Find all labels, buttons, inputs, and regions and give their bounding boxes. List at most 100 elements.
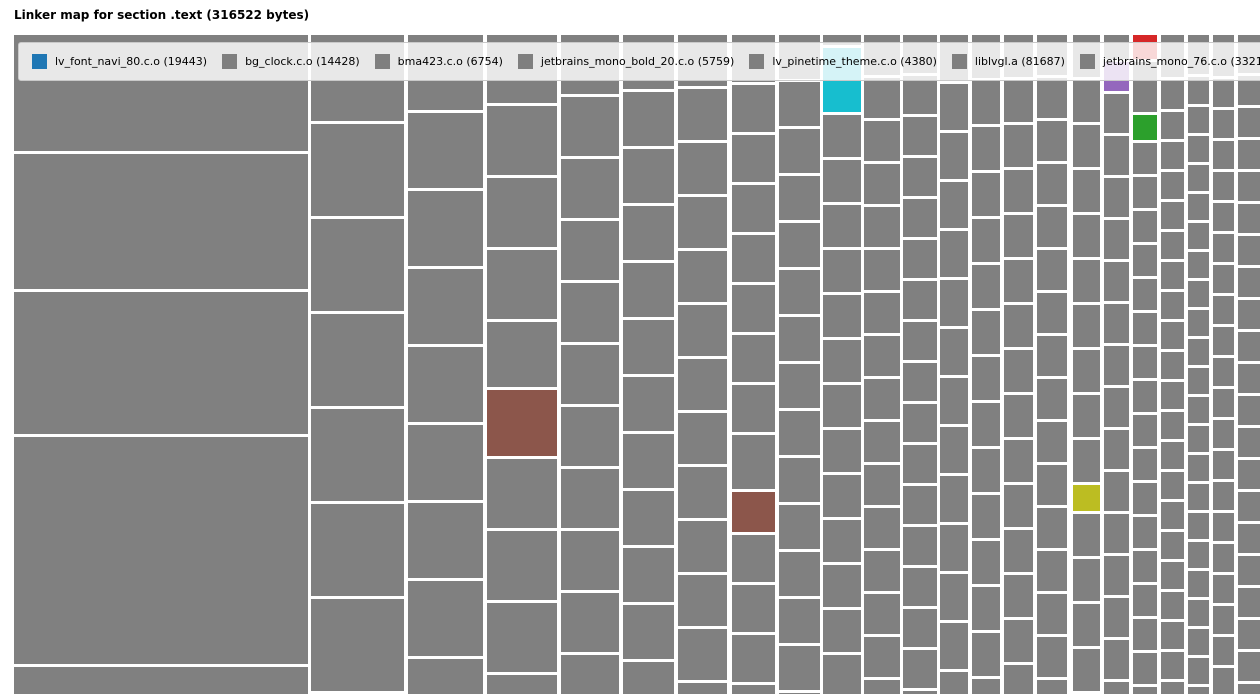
treemap-cell bbox=[779, 551, 820, 596]
treemap-cell bbox=[1037, 593, 1067, 634]
treemap-cell bbox=[311, 408, 404, 501]
treemap-cell bbox=[823, 384, 861, 427]
treemap-cell bbox=[1133, 380, 1157, 412]
treemap-cell bbox=[1238, 395, 1260, 425]
treemap-cell bbox=[1161, 291, 1184, 319]
treemap-cell bbox=[623, 490, 674, 545]
treemap-cell bbox=[864, 550, 900, 591]
treemap-cell bbox=[1161, 411, 1184, 439]
treemap-cell bbox=[903, 567, 937, 606]
treemap-cell bbox=[487, 249, 557, 319]
treemap-cell bbox=[1037, 378, 1067, 419]
treemap-cell bbox=[678, 358, 727, 410]
treemap-cell bbox=[903, 239, 937, 278]
treemap-cell bbox=[678, 574, 727, 626]
treemap-cell bbox=[1188, 570, 1209, 597]
treemap-cell bbox=[823, 114, 861, 157]
treemap-cell bbox=[972, 310, 1000, 354]
treemap-cell bbox=[864, 636, 900, 677]
treemap-cell bbox=[972, 172, 1000, 216]
treemap-cell bbox=[623, 604, 674, 659]
treemap-cell bbox=[1037, 636, 1067, 677]
treemap-cell bbox=[1238, 491, 1260, 521]
treemap-cell bbox=[940, 83, 968, 130]
treemap-cell bbox=[678, 412, 727, 464]
treemap-cell bbox=[1133, 346, 1157, 378]
treemap-cell bbox=[1037, 120, 1067, 161]
treemap-cell bbox=[1161, 681, 1184, 694]
treemap-cell bbox=[1104, 219, 1129, 259]
treemap-cell bbox=[1188, 367, 1209, 394]
legend-entry: bma423.c.o (6754) bbox=[374, 54, 503, 69]
treemap-cell bbox=[561, 220, 619, 280]
figure-title: Linker map for section .text (316522 byt… bbox=[14, 8, 310, 22]
legend-swatch-icon bbox=[222, 54, 238, 69]
treemap-cell bbox=[1104, 555, 1129, 595]
treemap-cell bbox=[1213, 326, 1234, 355]
treemap-cell bbox=[408, 346, 483, 422]
treemap-cell bbox=[1213, 295, 1234, 324]
treemap-cell bbox=[311, 218, 404, 311]
treemap-cell bbox=[1213, 78, 1234, 107]
treemap-cell bbox=[1188, 76, 1209, 104]
treemap-cell bbox=[779, 269, 820, 314]
treemap-cell bbox=[732, 534, 775, 582]
treemap-cell bbox=[1161, 531, 1184, 559]
treemap-cell bbox=[1238, 139, 1260, 169]
treemap-cell bbox=[1037, 464, 1067, 505]
treemap-cell bbox=[1238, 171, 1260, 201]
treemap-cell bbox=[864, 163, 900, 204]
treemap-cell bbox=[311, 503, 404, 596]
treemap-cell bbox=[1188, 135, 1209, 162]
treemap-cell-highlight bbox=[487, 389, 557, 456]
treemap-cell bbox=[561, 344, 619, 404]
treemap-cell bbox=[1073, 124, 1100, 167]
treemap-cell bbox=[1213, 543, 1234, 572]
treemap-cell bbox=[1161, 231, 1184, 259]
treemap-cell bbox=[623, 319, 674, 374]
treemap-cell bbox=[1133, 142, 1157, 174]
treemap-cell bbox=[823, 519, 861, 562]
treemap-cell bbox=[732, 584, 775, 632]
treemap-cell bbox=[823, 564, 861, 607]
treemap-cell bbox=[1238, 363, 1260, 393]
treemap-cell bbox=[1004, 529, 1033, 572]
treemap-cell bbox=[678, 682, 727, 694]
treemap-cell bbox=[1213, 419, 1234, 448]
treemap-cell bbox=[903, 116, 937, 155]
treemap-cell bbox=[1238, 107, 1260, 137]
treemap-cell bbox=[940, 475, 968, 522]
treemap-cell bbox=[1161, 171, 1184, 199]
treemap-cell bbox=[940, 524, 968, 571]
treemap-cell bbox=[678, 142, 727, 194]
treemap-cell bbox=[1104, 471, 1129, 511]
treemap-cell bbox=[972, 126, 1000, 170]
treemap-cell bbox=[1213, 171, 1234, 200]
treemap-cell bbox=[864, 679, 900, 694]
treemap-cell bbox=[903, 362, 937, 401]
treemap-cell bbox=[864, 206, 900, 247]
treemap-cell bbox=[903, 403, 937, 442]
treemap-cell bbox=[623, 661, 674, 694]
treemap-cell bbox=[1133, 448, 1157, 480]
treemap-cell bbox=[1104, 387, 1129, 427]
treemap-cell bbox=[1073, 349, 1100, 392]
treemap-cell bbox=[623, 433, 674, 488]
treemap-cell bbox=[1037, 206, 1067, 247]
treemap-cell bbox=[1213, 481, 1234, 510]
treemap-cell bbox=[779, 222, 820, 267]
legend-label: lv_pinetime_theme.c.o (4380) bbox=[772, 55, 937, 68]
treemap-cell bbox=[903, 321, 937, 360]
treemap-cell bbox=[1188, 280, 1209, 307]
treemap-cell bbox=[1188, 599, 1209, 626]
treemap-cell bbox=[1188, 483, 1209, 510]
treemap-cell bbox=[1213, 233, 1234, 262]
treemap-cell bbox=[561, 468, 619, 528]
treemap-cell bbox=[487, 530, 557, 600]
treemap-cell bbox=[1238, 331, 1260, 361]
treemap-cell bbox=[903, 280, 937, 319]
treemap-cell bbox=[678, 196, 727, 248]
treemap-cell bbox=[1004, 439, 1033, 482]
treemap-cell bbox=[864, 464, 900, 505]
treemap-cell bbox=[1133, 244, 1157, 276]
